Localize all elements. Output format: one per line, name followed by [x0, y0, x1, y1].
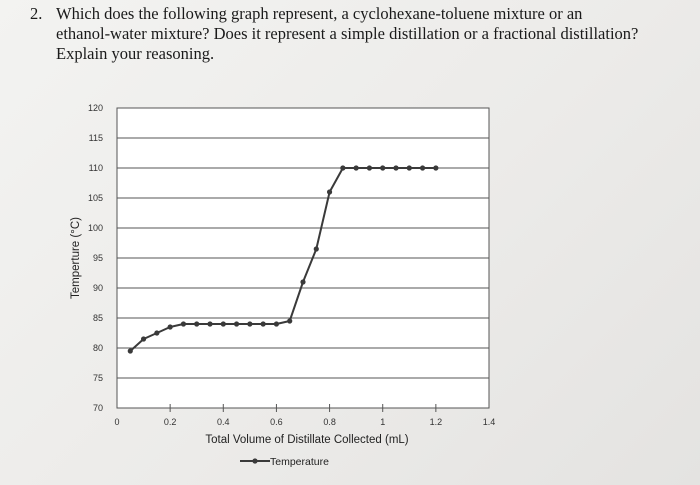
x-tick-label: 1.4: [483, 417, 496, 427]
y-tick-label: 70: [93, 403, 103, 413]
data-point: [127, 348, 133, 354]
data-point: [326, 189, 333, 195]
y-tick-label: 80: [93, 343, 103, 353]
data-point: [273, 321, 280, 327]
y-tick-label: 90: [93, 283, 103, 293]
question-number: 2.: [30, 4, 43, 23]
data-point: [260, 321, 266, 327]
x-axis-title: Total Volume of Distillate Collected (mL…: [205, 434, 408, 446]
legend-marker: [252, 458, 258, 464]
data-point: [340, 165, 346, 171]
x-tick-label: 1.2: [430, 417, 443, 427]
data-point: [393, 165, 399, 171]
data-point: [300, 279, 306, 285]
data-point: [180, 321, 187, 327]
data-point: [419, 165, 426, 171]
y-tick-label: 115: [89, 133, 103, 143]
x-tick-label: 0.6: [270, 417, 283, 427]
legend-label: Temperature: [270, 456, 329, 468]
x-axis-ticks: 0 0.2 0.4 0.6 0.8 1 1.2 1.4: [114, 404, 495, 427]
data-point: [247, 321, 253, 327]
x-tick-label: 0.4: [217, 417, 230, 427]
data-point: [406, 165, 412, 171]
data-point: [353, 165, 359, 171]
question-block: 2. Which does the following graph repres…: [30, 4, 695, 64]
data-point: [366, 165, 373, 171]
y-tick-label: 95: [93, 253, 103, 263]
y-axis-title: Temperture (°C): [70, 217, 82, 299]
data-point: [220, 321, 226, 327]
y-tick-label: 120: [88, 103, 103, 113]
data-point: [140, 336, 147, 342]
y-tick-label: 85: [93, 313, 103, 323]
question-line: ethanol-water mixture? Does it represent…: [56, 24, 639, 43]
data-point: [287, 318, 293, 324]
question-line: Which does the following graph represent…: [56, 4, 583, 23]
data-point: [154, 330, 160, 336]
y-tick-label: 75: [93, 373, 103, 383]
x-tick-label: 0: [114, 417, 119, 427]
y-tick-label: 110: [89, 163, 103, 173]
series-temperature: [127, 165, 439, 354]
question-text: Which does the following graph represent…: [56, 4, 695, 64]
x-tick-label: 0.2: [164, 417, 177, 427]
data-point: [380, 165, 386, 171]
legend: Temperature: [240, 456, 329, 468]
data-point: [313, 246, 319, 252]
y-tick-label: 100: [88, 223, 103, 233]
plot-border: [116, 107, 490, 409]
question-line: Explain your reasoning.: [56, 44, 215, 63]
y-axis-ticks: 70 75 80 85 90 95 100 105 110 115 120: [88, 103, 103, 413]
data-point: [233, 321, 240, 327]
y-tick-label: 105: [88, 193, 103, 203]
data-point: [207, 321, 213, 327]
x-tick-label: 0.8: [323, 417, 336, 427]
data-point: [167, 324, 173, 330]
data-point: [194, 321, 200, 327]
data-point: [433, 165, 439, 171]
x-tick-label: 1: [380, 417, 385, 427]
